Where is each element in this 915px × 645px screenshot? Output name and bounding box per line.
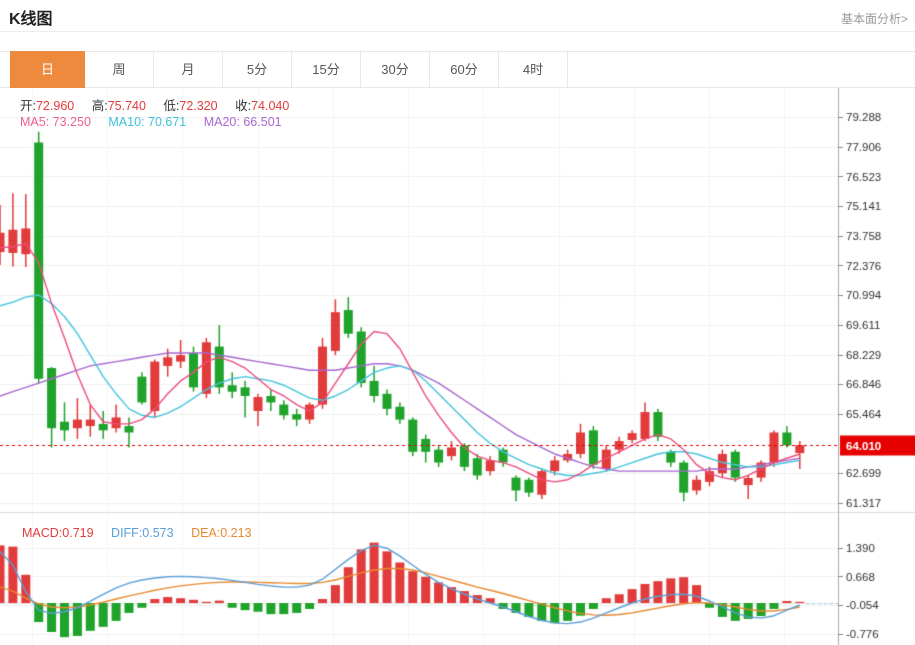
kline-macd-chart-canvas[interactable] xyxy=(0,88,915,645)
tab-60min[interactable]: 60分 xyxy=(430,52,499,87)
tab-week[interactable]: 周 xyxy=(85,52,154,87)
page-header: K线图 基本面分析> xyxy=(0,0,915,32)
tab-month[interactable]: 月 xyxy=(154,52,223,87)
chart-region: 开:72.960 高:75.740 低:72.320 收:74.040 MA5:… xyxy=(0,88,915,645)
tab-4hour[interactable]: 4时 xyxy=(499,52,568,87)
tab-day[interactable]: 日 xyxy=(10,51,85,88)
period-tabbar: 日 周 月 5分 15分 30分 60分 4时 xyxy=(0,51,915,88)
tab-30min[interactable]: 30分 xyxy=(361,52,430,87)
tab-5min[interactable]: 5分 xyxy=(223,52,292,87)
fundamental-analysis-link[interactable]: 基本面分析> xyxy=(840,12,908,26)
page-title: K线图 xyxy=(9,11,53,28)
tab-15min[interactable]: 15分 xyxy=(292,52,361,87)
